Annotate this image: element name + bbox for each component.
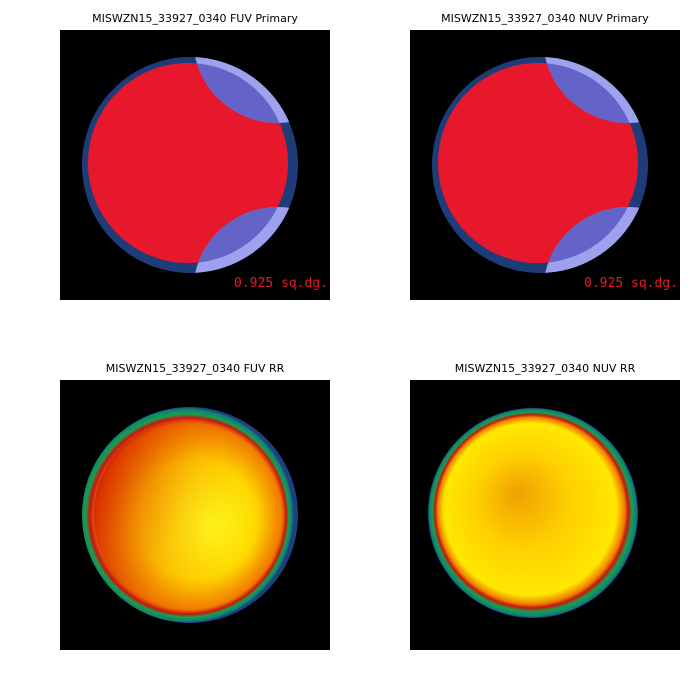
panel-title: MISWZN15_33927_0340 FUV Primary [92, 12, 298, 25]
image [94, 419, 286, 611]
panel-nuv-rr: MISWZN15_33927_0340 NUV RR [410, 362, 680, 650]
panel-fuv-primary: MISWZN15_33927_0340 FUV Primary 0.925 sq… [60, 0, 363, 377]
panel-fuv-rr: MISWZN15_33927_0340 FUV RR [60, 362, 330, 650]
image [60, 0, 363, 377]
panel-nuv-primary: MISWZN15_33927_0340 NUV Primary 0.925 sq… [410, 0, 700, 377]
panel-title: MISWZN15_33927_0340 FUV RR [106, 362, 285, 375]
panel-title: MISWZN15_33927_0340 NUV RR [455, 362, 636, 375]
annotation: 0.925 sq.dg. [234, 276, 328, 291]
image [410, 0, 700, 377]
panel-title: MISWZN15_33927_0340 NUV Primary [441, 12, 649, 25]
annotation: 0.925 sq.dg. [584, 276, 678, 291]
image [428, 408, 638, 618]
